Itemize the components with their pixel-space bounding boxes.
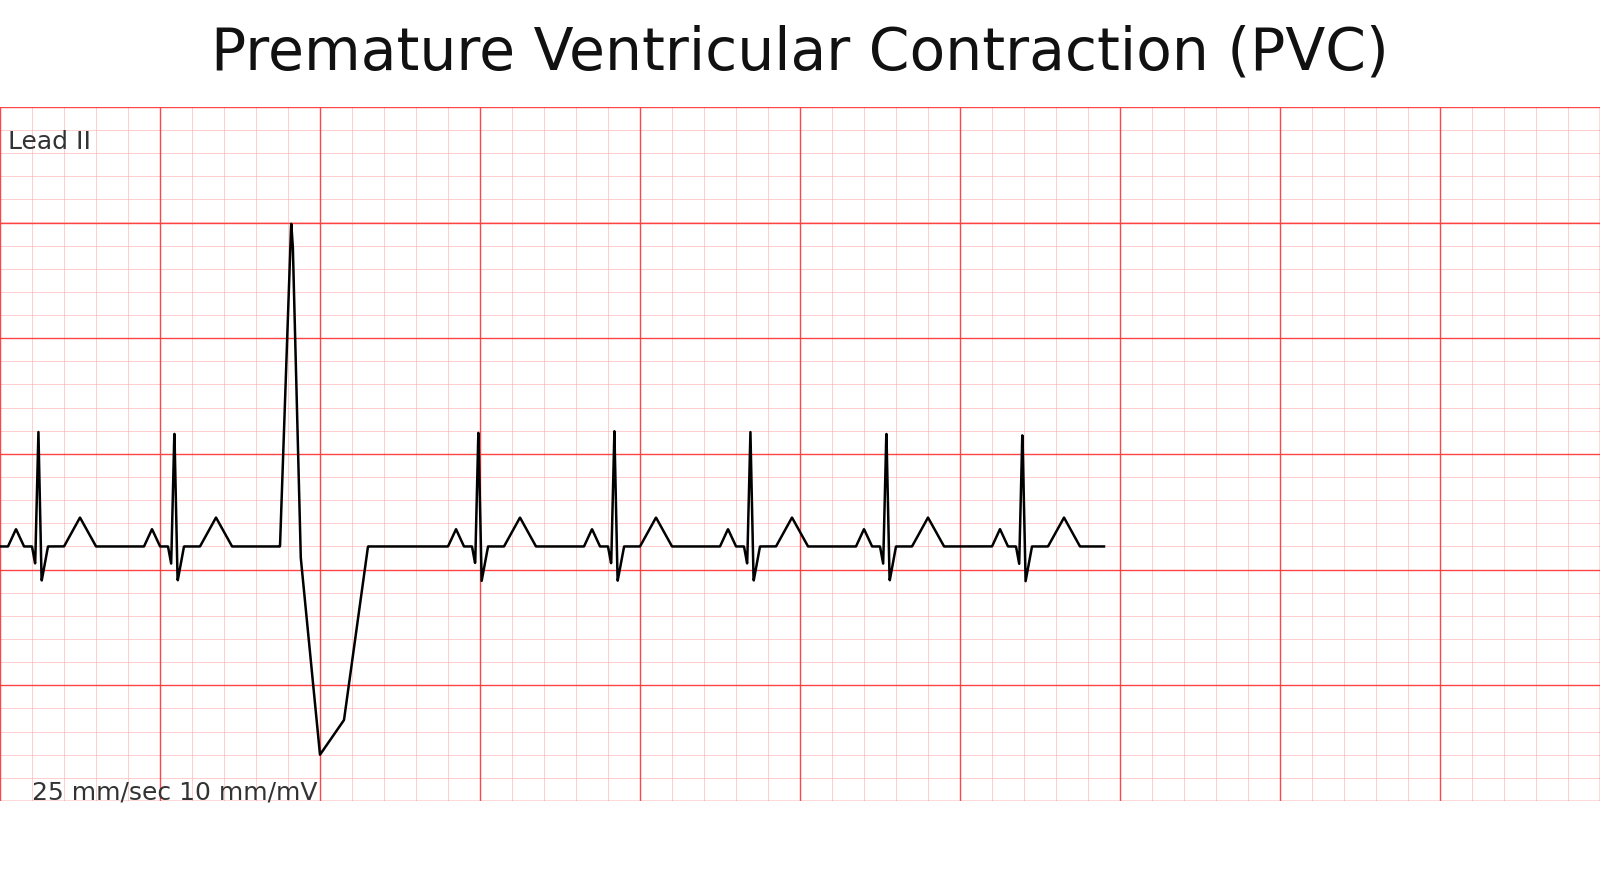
Text: dreamstime.com: dreamstime.com (32, 843, 197, 862)
Text: 25 mm/sec 10 mm/mV: 25 mm/sec 10 mm/mV (32, 780, 317, 804)
Text: Premature Ventricular Contraction (PVC): Premature Ventricular Contraction (PVC) (211, 25, 1389, 82)
Text: Lead II: Lead II (8, 130, 91, 154)
Text: ID 213247971 © Natthawut Thongchomphoonuch: ID 213247971 © Natthawut Thongchomphoonu… (1150, 843, 1568, 862)
